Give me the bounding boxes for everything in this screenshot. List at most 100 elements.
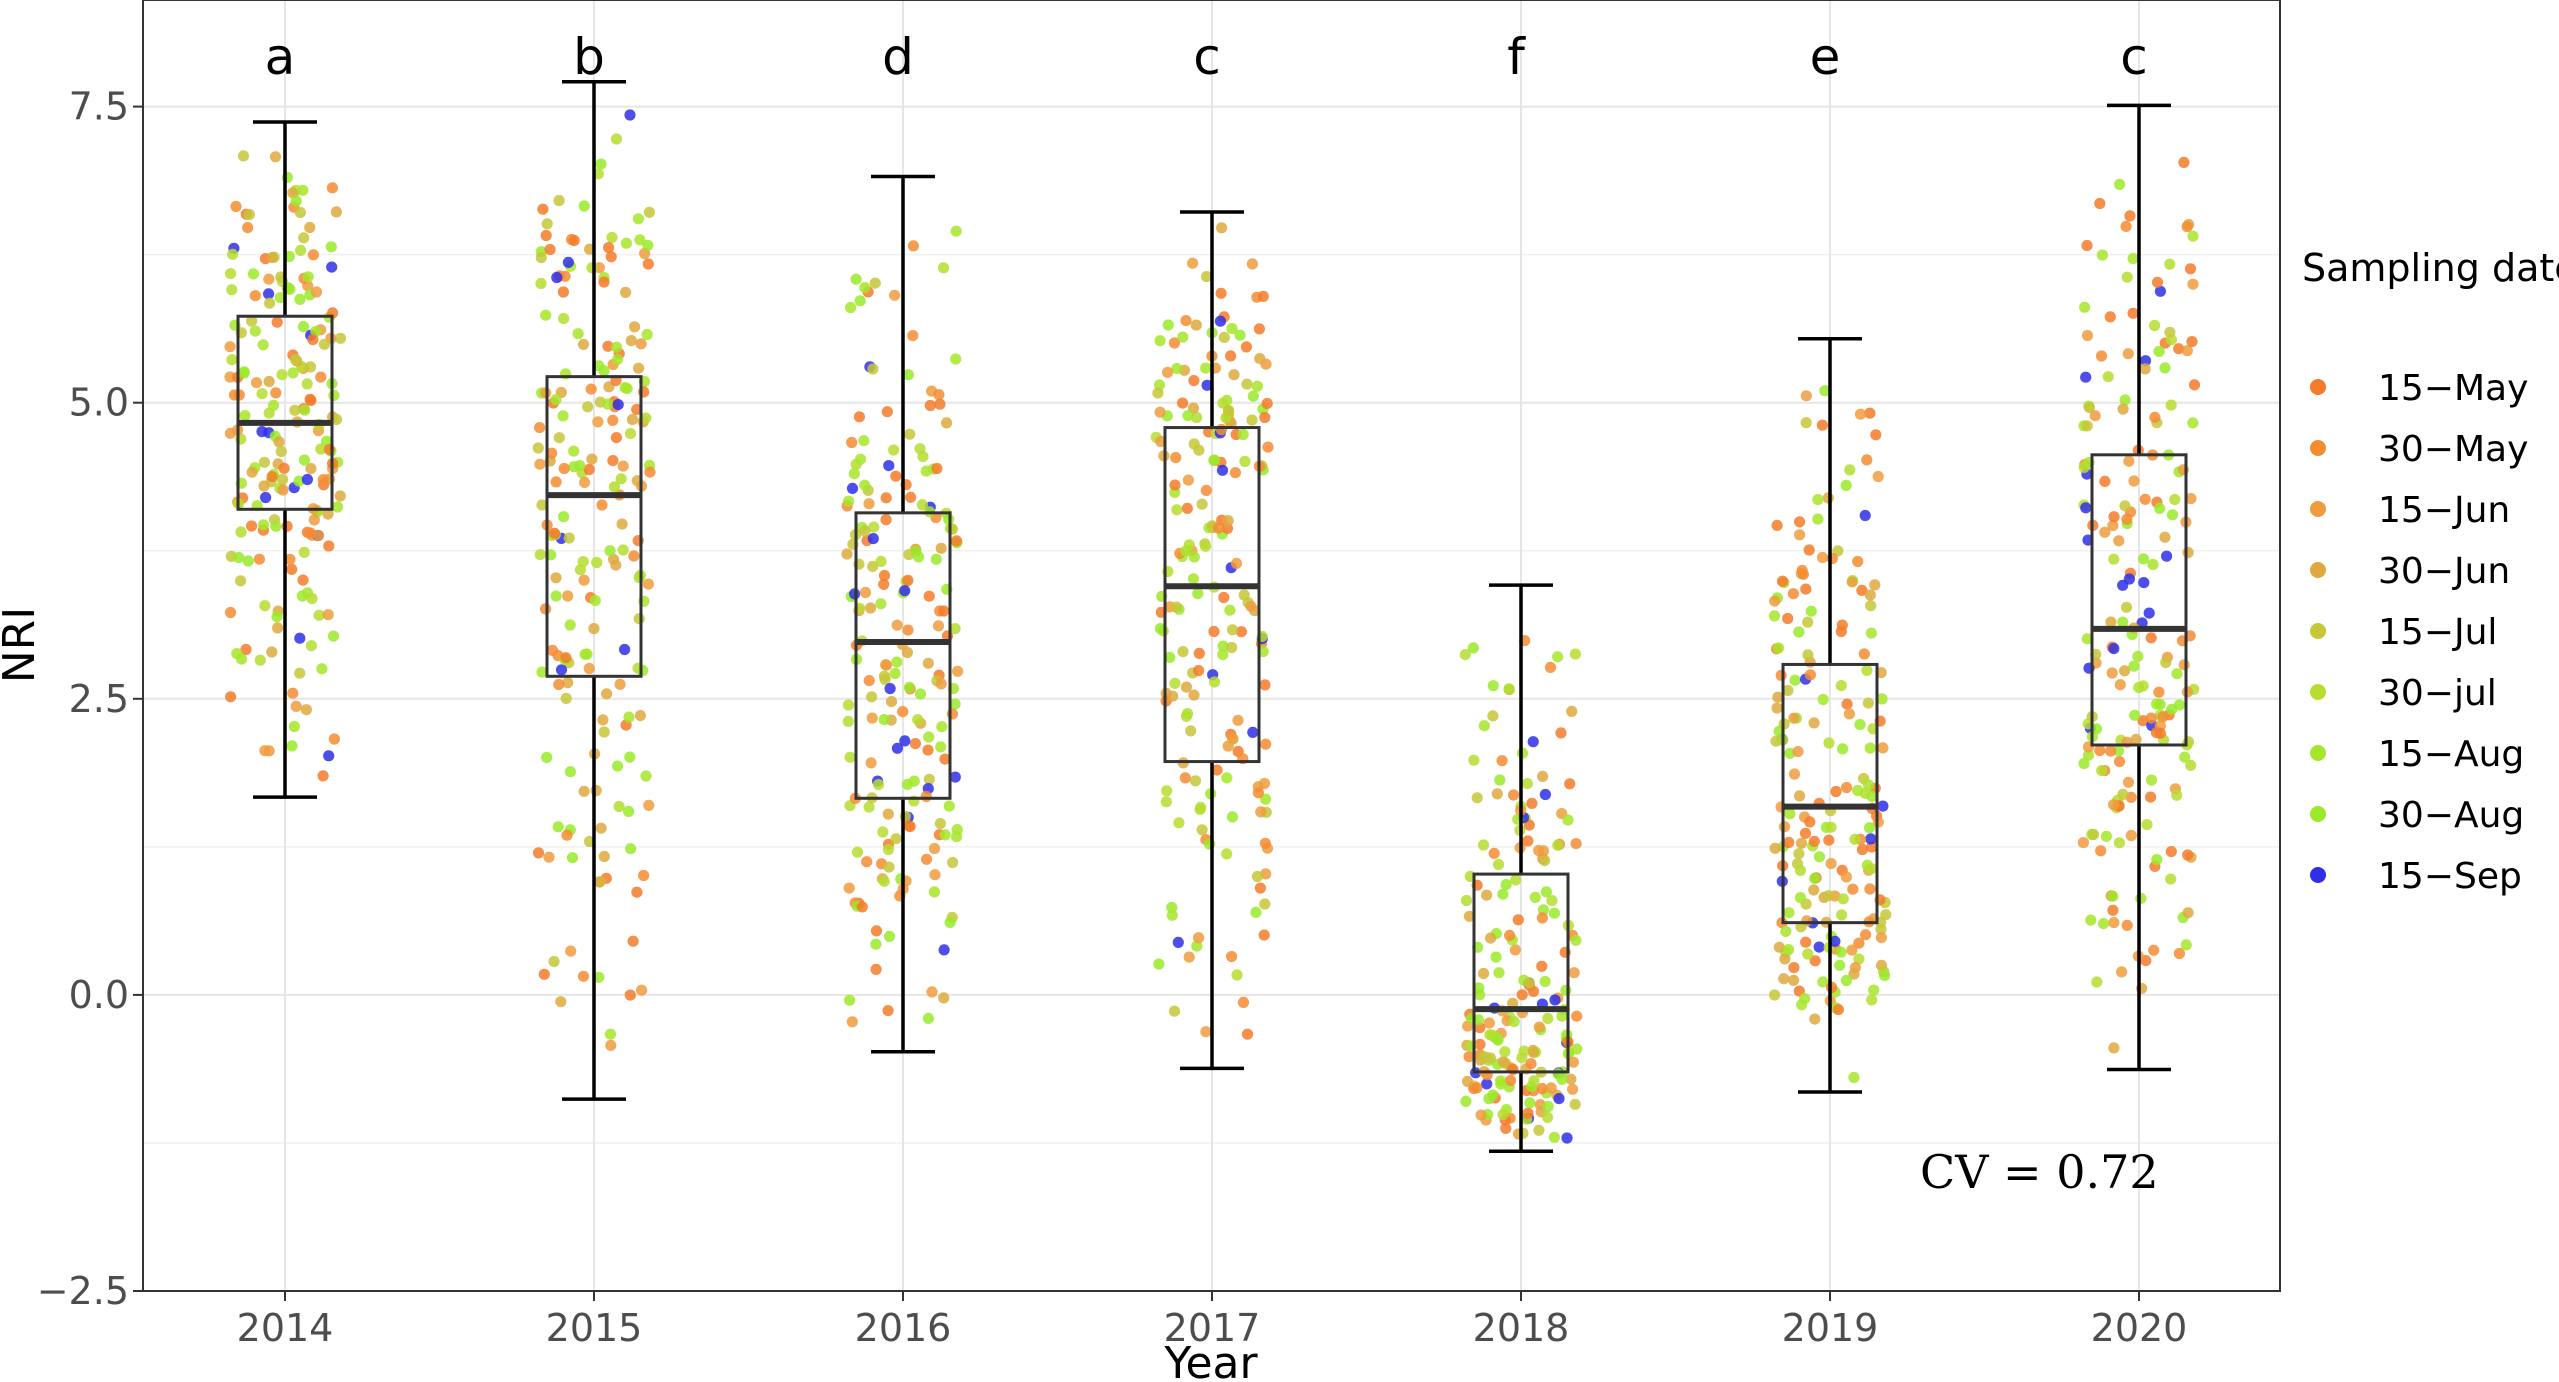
data-point	[2178, 659, 2190, 671]
data-point	[1812, 513, 1824, 525]
data-point	[2117, 403, 2129, 415]
data-point	[2105, 616, 2117, 628]
data-point	[1505, 1074, 1517, 1087]
data-point	[1864, 407, 1876, 419]
legend-item: 30−Aug	[2310, 795, 2524, 836]
data-point	[322, 508, 334, 520]
data-point	[1516, 989, 1528, 1001]
data-point	[557, 286, 570, 298]
data-point	[1527, 1046, 1539, 1058]
data-point	[922, 744, 934, 756]
data-point	[902, 574, 914, 587]
data-point	[1523, 819, 1535, 831]
box-2016	[854, 174, 952, 1054]
data-point	[233, 551, 245, 564]
legend-swatch	[2310, 684, 2326, 700]
data-point	[610, 341, 623, 353]
data-point	[295, 244, 307, 256]
data-point	[2187, 278, 2199, 290]
data-point	[592, 416, 604, 428]
data-point	[845, 301, 857, 314]
data-point	[1187, 257, 1199, 269]
data-point	[859, 525, 871, 537]
legend-label: 15−Sep	[2378, 856, 2522, 897]
data-point	[294, 632, 306, 644]
data-point	[264, 297, 276, 309]
data-point	[1567, 1056, 1579, 1068]
data-point	[1570, 838, 1582, 850]
data-point	[1177, 331, 1189, 343]
data-point	[1208, 454, 1220, 466]
data-point	[1841, 782, 1853, 794]
data-point	[256, 426, 268, 438]
data-point	[875, 598, 887, 610]
legend-swatch	[2310, 806, 2326, 822]
data-point	[1536, 1082, 1548, 1095]
data-point	[574, 460, 586, 472]
significance-letter: f	[1507, 28, 1526, 86]
data-point	[2139, 493, 2151, 505]
data-point	[242, 555, 254, 567]
data-point	[1180, 681, 1192, 693]
data-point	[577, 556, 589, 568]
data-point	[939, 829, 951, 841]
data-point	[607, 414, 619, 426]
data-point	[2129, 709, 2141, 721]
data-point	[2081, 329, 2094, 342]
data-point	[1162, 366, 1174, 378]
significance-letter: c	[1193, 28, 1221, 86]
data-point	[1493, 967, 1505, 979]
data-point	[841, 548, 853, 560]
data-point	[607, 455, 619, 467]
data-point	[1864, 883, 1876, 895]
data-point	[582, 401, 594, 413]
data-point	[1508, 1016, 1520, 1028]
data-point	[2081, 420, 2093, 432]
data-point	[2151, 276, 2164, 288]
data-point	[2117, 788, 2129, 801]
data-point	[246, 520, 258, 532]
data-point	[1217, 640, 1229, 652]
data-point	[1160, 796, 1172, 808]
data-point	[589, 594, 601, 607]
data-point	[2165, 399, 2177, 411]
data-point	[1180, 545, 1192, 557]
data-point	[1528, 1075, 1540, 1087]
legend-label: 30−May	[2378, 429, 2528, 470]
legend-item: 15−Jun	[2310, 490, 2510, 531]
legend-label: 30−Aug	[2378, 795, 2524, 836]
data-point	[2171, 789, 2183, 801]
data-point	[1561, 1132, 1573, 1144]
data-point	[1200, 1026, 1212, 1038]
data-point	[1552, 651, 1564, 663]
data-point	[944, 916, 956, 929]
data-point	[1250, 906, 1262, 919]
legend-label: 30−Jun	[2378, 551, 2510, 592]
data-point	[2107, 904, 2119, 916]
data-point	[861, 856, 873, 868]
data-point	[1849, 833, 1861, 845]
data-point	[870, 963, 882, 976]
data-point	[941, 417, 953, 429]
data-point	[643, 206, 656, 218]
data-point	[863, 675, 875, 687]
data-point	[552, 821, 564, 833]
data-point	[1216, 222, 1228, 234]
data-point	[1166, 909, 1178, 921]
data-point	[1843, 708, 1855, 720]
data-point	[224, 341, 236, 353]
legend-label: 15−Aug	[2378, 734, 2524, 775]
data-point	[297, 574, 309, 586]
data-point	[924, 399, 936, 412]
data-point	[287, 687, 299, 699]
data-point	[301, 378, 313, 390]
data-point	[2161, 550, 2173, 562]
data-point	[1819, 385, 1831, 397]
legend-label: 15−May	[2378, 368, 2528, 409]
data-point	[1481, 1078, 1493, 1090]
data-point	[1471, 792, 1483, 804]
data-point	[1800, 390, 1812, 402]
data-point	[304, 361, 317, 373]
data-point	[844, 751, 856, 763]
data-point	[867, 363, 879, 375]
